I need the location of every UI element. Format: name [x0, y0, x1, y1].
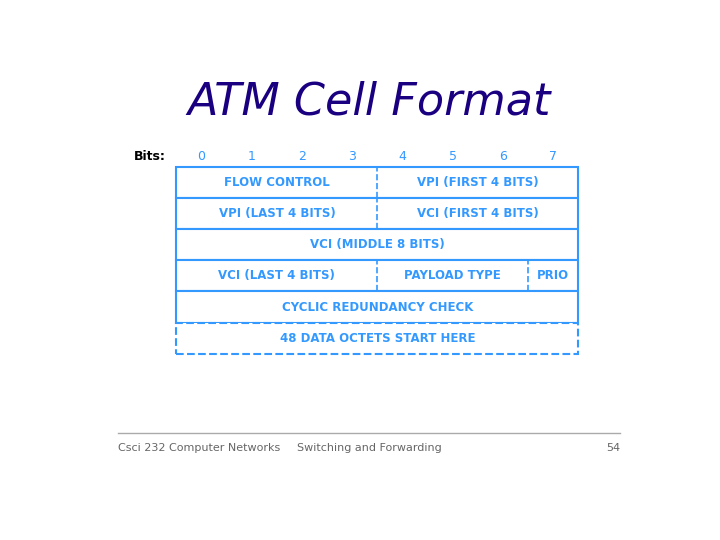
Text: VCI (MIDDLE 8 BITS): VCI (MIDDLE 8 BITS) — [310, 238, 445, 251]
Text: 4: 4 — [399, 150, 406, 163]
Text: 3: 3 — [348, 150, 356, 163]
Text: 7: 7 — [549, 150, 557, 163]
Bar — [176, 229, 578, 260]
Text: Bits:: Bits: — [133, 150, 166, 163]
Bar — [176, 167, 578, 198]
Bar — [176, 260, 578, 292]
Text: 5: 5 — [449, 150, 456, 163]
Bar — [176, 322, 578, 354]
Text: 1: 1 — [248, 150, 256, 163]
Text: 54: 54 — [606, 443, 620, 453]
Text: 2: 2 — [298, 150, 306, 163]
Text: 6: 6 — [499, 150, 507, 163]
Text: PAYLOAD TYPE: PAYLOAD TYPE — [405, 269, 501, 282]
Text: PRIO: PRIO — [537, 269, 570, 282]
Text: VPI (FIRST 4 BITS): VPI (FIRST 4 BITS) — [417, 176, 539, 189]
Text: 0: 0 — [197, 150, 206, 163]
Text: ATM Cell Format: ATM Cell Format — [187, 80, 551, 124]
Bar — [176, 198, 578, 229]
Text: 48 DATA OCTETS START HERE: 48 DATA OCTETS START HERE — [279, 332, 475, 345]
Text: Csci 232 Computer Networks: Csci 232 Computer Networks — [118, 443, 280, 453]
Text: VPI (LAST 4 BITS): VPI (LAST 4 BITS) — [219, 207, 336, 220]
Bar — [176, 292, 578, 322]
Text: VCI (FIRST 4 BITS): VCI (FIRST 4 BITS) — [417, 207, 539, 220]
Text: VCI (LAST 4 BITS): VCI (LAST 4 BITS) — [218, 269, 336, 282]
Text: Switching and Forwarding: Switching and Forwarding — [297, 443, 441, 453]
Text: FLOW CONTROL: FLOW CONTROL — [224, 176, 330, 189]
Text: CYCLIC REDUNDANCY CHECK: CYCLIC REDUNDANCY CHECK — [282, 300, 473, 314]
